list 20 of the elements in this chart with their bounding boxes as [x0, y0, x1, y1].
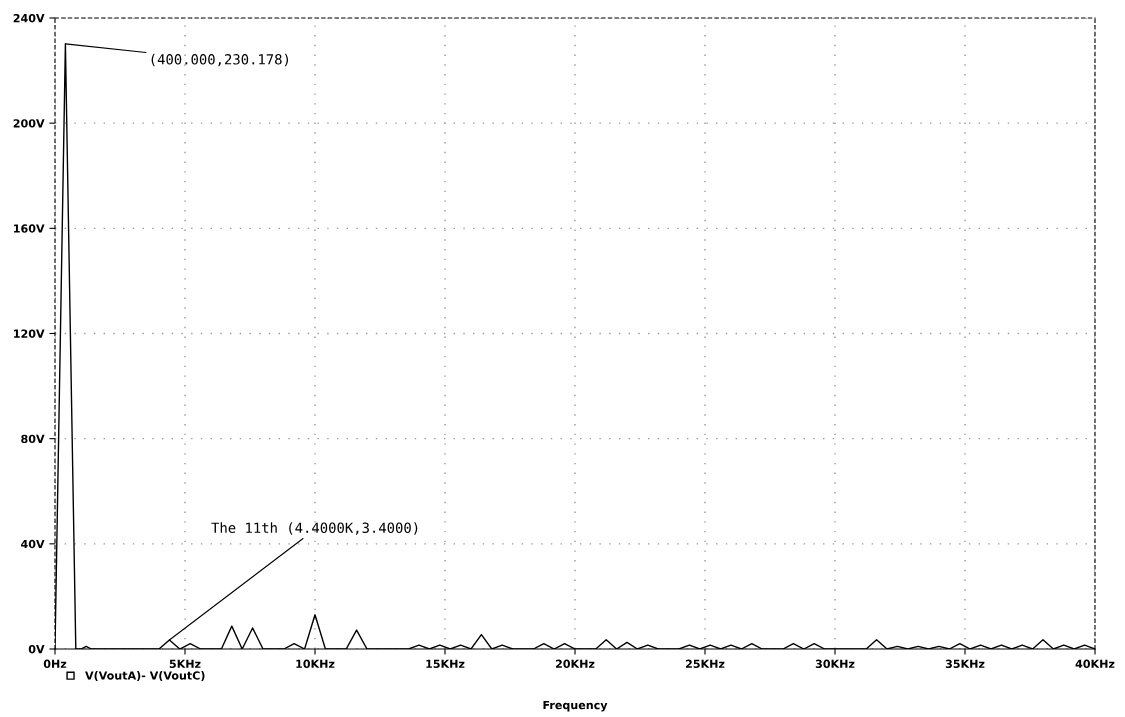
y-tick-label: 120V [14, 329, 45, 338]
x-tick-label: 5KHz [169, 659, 201, 669]
y-tick-label: 240V [13, 13, 45, 23]
y-tick-label: 0V [28, 644, 45, 654]
x-tick-label: 0Hz [43, 659, 67, 669]
x-tick-label: 20KHz [555, 659, 595, 669]
y-tick-label: 200V [13, 119, 45, 128]
y-tick-label: 40V [21, 539, 45, 549]
annotation: The 11th (4.4000K,3.4000) [211, 522, 418, 535]
x-tick-label: 15KHz [426, 659, 465, 669]
x-tick-label: 40KHz [1075, 659, 1115, 669]
annotation: (400.000,230.178) [151, 53, 288, 67]
x-tick-label: 30KHz [815, 659, 855, 669]
x-axis-title: Frequency [543, 700, 608, 712]
x-tick-label: 10KHz [296, 659, 335, 669]
x-tick-label: 35KHz [945, 659, 985, 669]
y-tick-label: 80V [21, 434, 45, 444]
legend-label: V(VoutA)- V(VoutC) [85, 671, 205, 682]
x-tick-label: 25KHz [685, 659, 725, 669]
y-tick-label: 160V [14, 224, 45, 233]
